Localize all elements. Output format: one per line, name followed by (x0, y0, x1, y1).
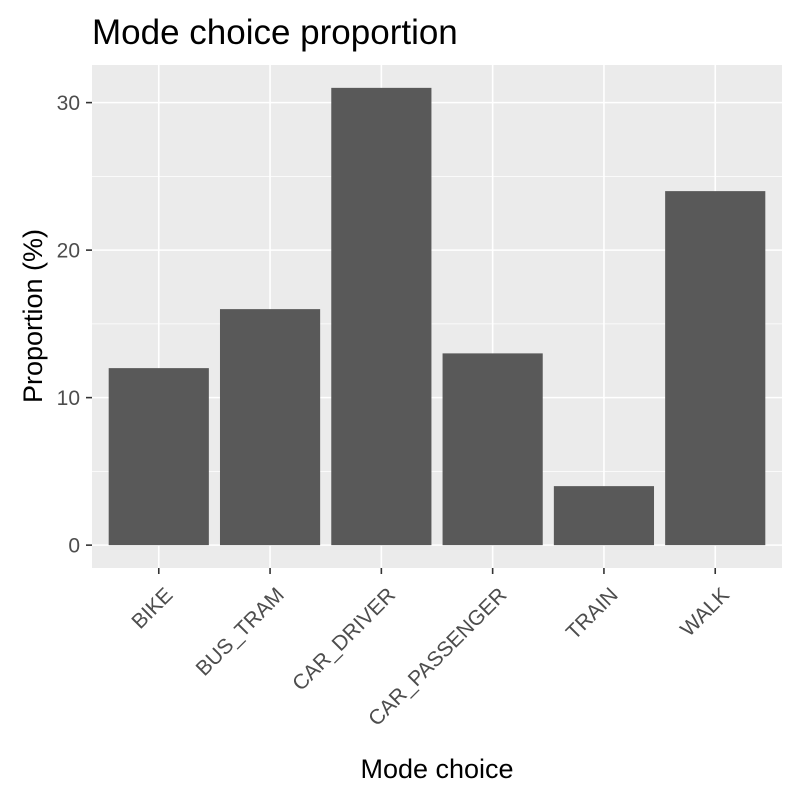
x-tick-label: TRAIN (562, 583, 623, 644)
y-axis: 0 10 20 30 (57, 92, 92, 558)
bars (108, 87, 766, 546)
bar-walk (665, 191, 766, 546)
bar-bike (108, 368, 209, 546)
bar-train (553, 486, 655, 546)
y-tick-label: 20 (57, 240, 80, 263)
x-tick-label: WALK (676, 583, 734, 641)
chart-title: Mode choice proportion (92, 13, 458, 52)
y-tick-label: 30 (57, 92, 80, 115)
y-tick-label: 0 (68, 535, 80, 558)
y-tick-label: 10 (57, 387, 80, 410)
x-tick-label: BUS_TRAM (192, 583, 289, 680)
x-tick-label: CAR_DRIVER (288, 583, 400, 695)
bar-car-passenger (442, 353, 543, 546)
x-axis-title: Mode choice (360, 754, 513, 784)
bar-car-driver (331, 87, 432, 546)
y-axis-title: Proportion (%) (18, 229, 48, 403)
bar-bus-tram (219, 309, 321, 546)
x-tick-label: BIKE (127, 583, 177, 633)
